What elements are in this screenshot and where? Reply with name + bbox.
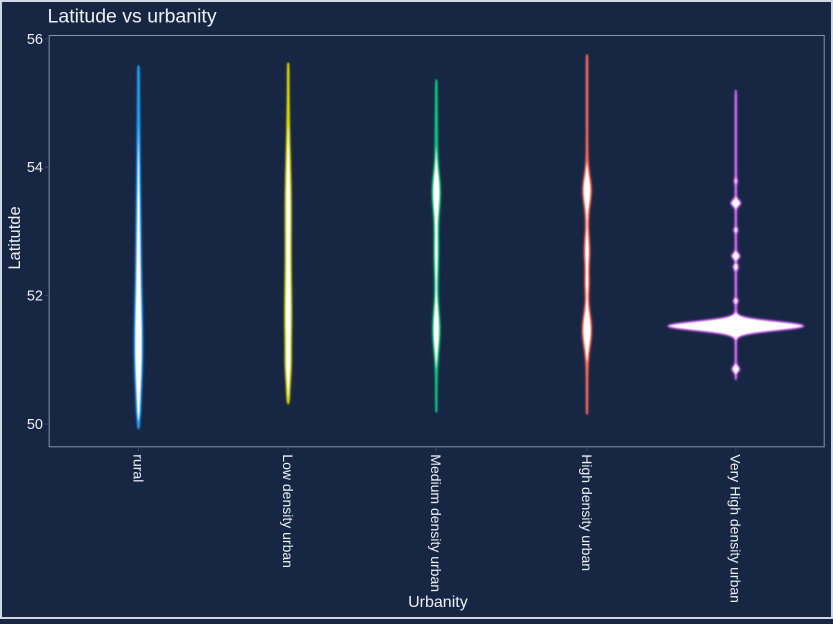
svg-text:54: 54 [27,160,43,176]
svg-text:Low density urban: Low density urban [280,454,296,568]
svg-text:Urbanity: Urbanity [408,594,468,611]
svg-text:Latitude vs urbanity: Latitude vs urbanity [48,5,217,27]
svg-text:High density urban: High density urban [579,454,595,571]
svg-text:Medium density urban: Medium density urban [428,454,444,592]
svg-text:56: 56 [27,32,43,48]
svg-text:rural: rural [130,454,146,482]
svg-text:Latitutde: Latitutde [6,206,24,269]
svg-text:50: 50 [27,417,43,433]
svg-text:Very High density urban: Very High density urban [728,454,744,603]
svg-text:52: 52 [27,289,43,305]
